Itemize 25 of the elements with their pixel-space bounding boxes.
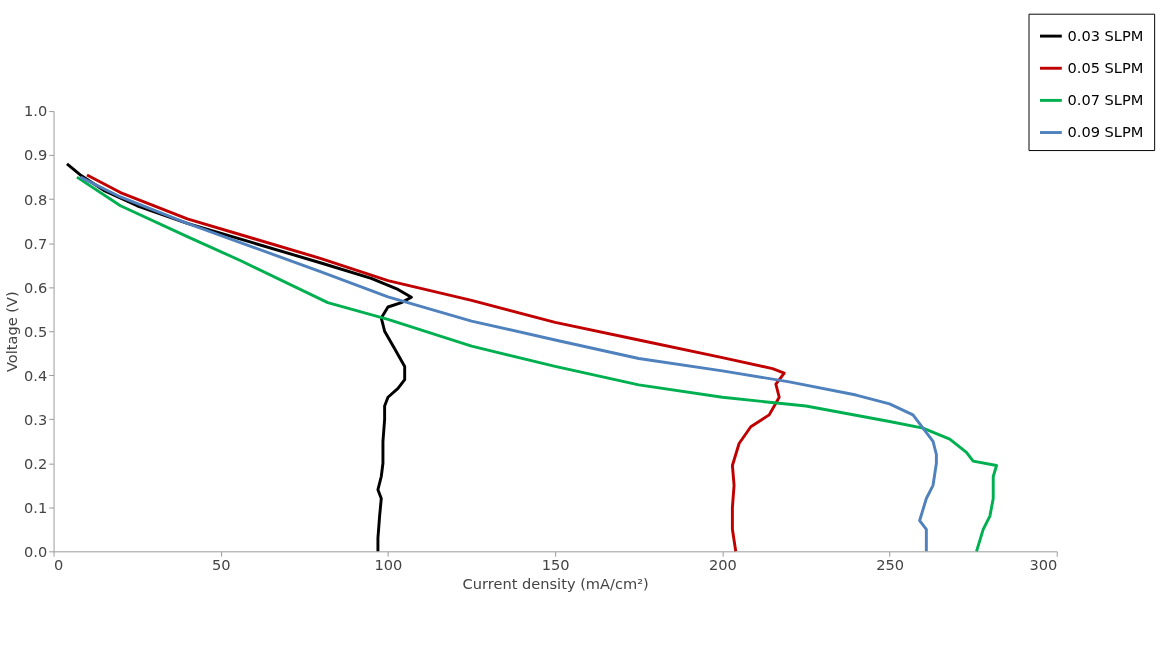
- x-tick-label: 0: [54, 556, 64, 574]
- x-axis-title: Current density (mA/cm²): [462, 574, 649, 592]
- legend-label: 0.03 SLPM: [1067, 26, 1144, 44]
- y-tick-label: 0.7: [24, 234, 48, 252]
- y-axis-title: Voltage (V): [3, 291, 21, 373]
- y-tick-label: 0.4: [24, 366, 48, 384]
- y-tick-label: 0.9: [24, 146, 48, 164]
- x-tick-label: 150: [541, 556, 570, 574]
- y-tick-label: 0.3: [24, 410, 48, 428]
- line-series: [85, 173, 786, 553]
- x-tick-label: 100: [374, 556, 403, 574]
- x-tick-label: 250: [876, 556, 904, 574]
- y-tick-label: 0.2: [24, 454, 48, 472]
- legend-label: 0.05 SLPM: [1067, 59, 1144, 77]
- y-tick-label: 0.6: [24, 278, 48, 296]
- legend-label: 0.07 SLPM: [1067, 91, 1144, 109]
- y-tick-label: 0.5: [24, 322, 48, 340]
- y-tick-label: 0.0: [24, 542, 48, 560]
- y-tick-label: 1.0: [24, 102, 48, 120]
- y-tick-label: 0.8: [24, 190, 48, 208]
- y-tick-label: 0.1: [24, 498, 48, 516]
- x-tick-label: 300: [1029, 556, 1058, 574]
- legend-label: 0.09 SLPM: [1067, 123, 1144, 141]
- x-tick-label: 200: [708, 556, 737, 574]
- x-tick-label: 50: [211, 556, 231, 574]
